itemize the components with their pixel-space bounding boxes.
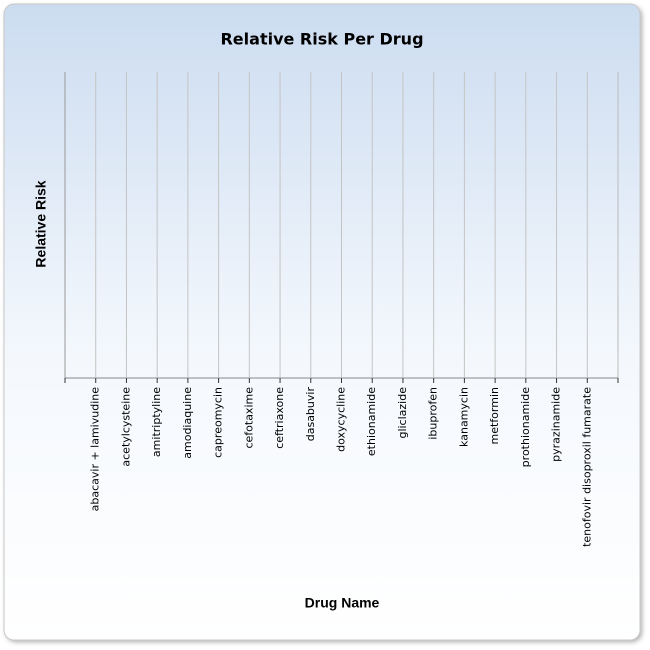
x-tick-label: ceftriaxone	[273, 387, 286, 449]
x-tick-label: amodiaquine	[181, 387, 194, 459]
x-tick-label: kanamycin	[457, 387, 470, 447]
x-tick-label: ethionamide	[365, 387, 378, 456]
panel	[3, 3, 641, 641]
x-tick-label: ibuprofen	[427, 387, 440, 440]
x-tick-label: prothionamide	[519, 387, 532, 468]
x-tick-label: amitriptyline	[150, 387, 163, 457]
x-tick-label: dasabuvir	[304, 387, 317, 442]
chart-title: Relative Risk Per Drug	[220, 30, 423, 49]
x-axis-title: Drug Name	[305, 595, 380, 611]
y-axis-title: Relative Risk	[33, 180, 49, 267]
x-tick-label: acetylcysteine	[119, 387, 132, 467]
x-tick-label: pyrazinamide	[550, 387, 563, 462]
x-tick-label: capreomycin	[212, 387, 225, 458]
x-tick-label: abacavir + lamivudine	[89, 387, 102, 512]
x-tick-label: gliclazide	[396, 387, 409, 439]
x-tick-label: metformin	[488, 387, 501, 444]
x-tick-label: tenofovir disoproxil fumarate	[580, 387, 593, 547]
x-tick-label: cefotaxime	[242, 387, 255, 449]
x-tick-label: doxycycline	[335, 387, 348, 452]
